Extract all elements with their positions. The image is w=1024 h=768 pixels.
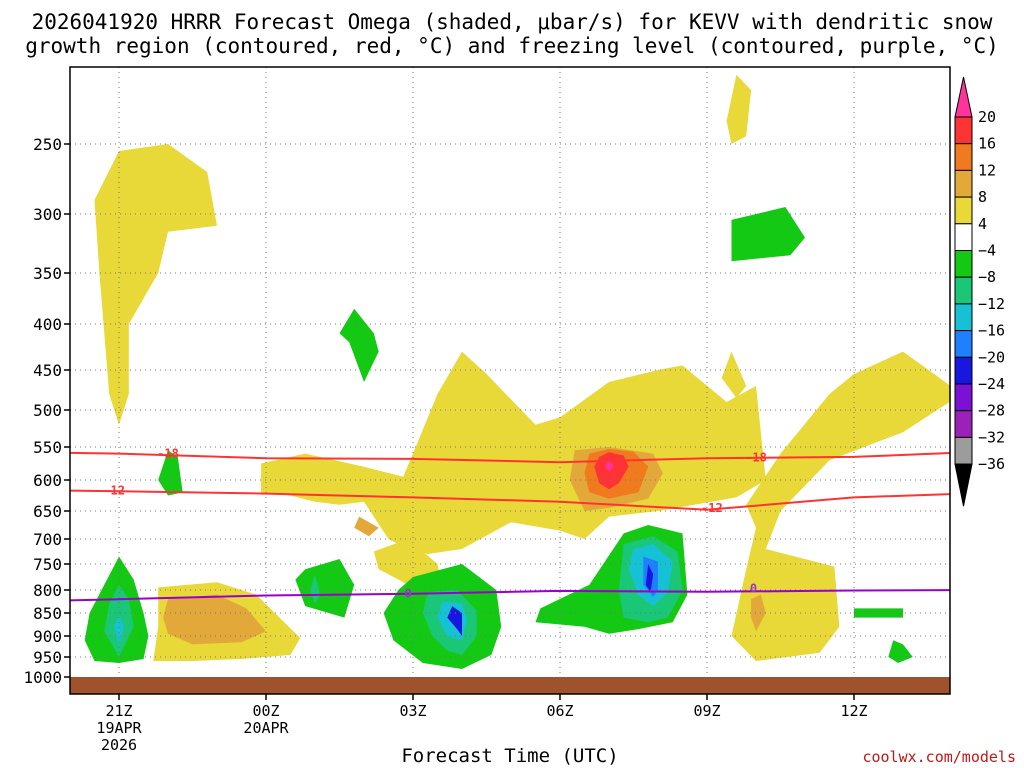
contour-label-minus12-right: -12 — [701, 501, 723, 515]
colorbar-label-11: −28 — [978, 402, 1005, 420]
omega-region-5 — [721, 351, 747, 398]
x-tick-label-21Z-1: 21Z — [105, 702, 132, 720]
x-tick-label-06Z-1: 06Z — [546, 702, 573, 720]
omega-region-28 — [645, 564, 654, 593]
x-axis-label: Forecast Time (UTC) — [401, 745, 618, 767]
y-tick-label-300: 300 — [33, 205, 62, 224]
omega-region-3 — [261, 351, 766, 554]
omega-region-13 — [163, 594, 266, 645]
colorbar-segment-2 — [954, 143, 973, 171]
colorbar-label-3: 8 — [978, 188, 987, 206]
colorbar-segment-8 — [954, 303, 973, 332]
omega-region-6 — [731, 351, 950, 661]
contour-label-minus12-left: -12 — [103, 484, 125, 498]
colorbar-label-6: −8 — [978, 268, 996, 286]
omega-region-23 — [447, 606, 462, 636]
contour-label-minus18-right: -18 — [745, 451, 767, 465]
dendritic-top-contour — [70, 451, 950, 464]
y-tick-label-550: 550 — [33, 438, 62, 457]
colorbar-segment-10 — [954, 356, 973, 385]
colorbar-segment-7 — [954, 276, 973, 305]
colorbar-label-2: 12 — [978, 161, 996, 179]
omega-region-2 — [339, 308, 379, 382]
x-tick-label-21Z-2: 19APR — [96, 719, 142, 737]
credit-text: coolwx.com/models — [862, 748, 1016, 766]
omega-region-17 — [295, 559, 355, 618]
colorbar-label-7: −12 — [978, 295, 1005, 313]
colorbar-label-12: −32 — [978, 428, 1005, 446]
x-tick-label-03Z-1: 03Z — [399, 702, 426, 720]
omega-region-10 — [854, 608, 903, 618]
x-tick-label-12Z-1: 12Z — [840, 702, 867, 720]
ground-surface — [70, 677, 950, 694]
contour-label-freezing-left: 0 — [404, 587, 411, 601]
colorbar-segment-13 — [954, 436, 973, 465]
colorbar-segment-5 — [954, 223, 973, 252]
colorbar-label-4: 4 — [978, 215, 987, 233]
x-tick-label-00Z-2: 20APR — [243, 719, 289, 737]
omega-region-32 — [605, 460, 614, 473]
colorbar-bottom-arrow — [954, 463, 973, 507]
y-tick-label-950: 950 — [33, 648, 62, 667]
omega-region-7 — [751, 594, 766, 632]
colorbar-segment-9 — [954, 330, 973, 358]
y-tick-label-900: 900 — [33, 627, 62, 646]
chart-title-line-1: 2026041920 HRRR Forecast Omega (shaded, … — [32, 10, 993, 34]
y-tick-label-350: 350 — [33, 264, 62, 283]
colorbar-segment-11 — [954, 383, 973, 412]
dendritic-bottom-contour — [70, 489, 950, 511]
y-tick-label-800: 800 — [33, 581, 62, 600]
colorbar-segment-1 — [954, 116, 973, 145]
colorbar-label-8: −16 — [978, 322, 1005, 340]
y-tick-label-700: 700 — [33, 530, 62, 549]
y-tick-label-750: 750 — [33, 555, 62, 574]
contour-label-minus18-left: -18 — [157, 447, 179, 461]
colorbar-label-0: 20 — [978, 108, 996, 126]
colorbar-top-arrow — [954, 76, 973, 118]
y-axis: 250 300 350 400 450 500 550 600 650 700 750 800 850 9… — [23, 135, 70, 687]
colorbar-label-5: −4 — [978, 242, 996, 260]
colorbar-segment-3 — [954, 169, 973, 198]
colorbar-segment-12 — [954, 410, 973, 438]
omega-region-1 — [158, 450, 183, 496]
x-tick-label-09Z-1: 09Z — [693, 702, 720, 720]
plot-frame — [69, 66, 951, 695]
colorbar-label-9: −20 — [978, 348, 1005, 366]
y-tick-label-600: 600 — [33, 471, 62, 490]
temperature-contours: -18 -18 -12 -12 0 0 — [70, 447, 950, 602]
colorbar-segment-4 — [954, 196, 973, 225]
x-tick-label-21Z-3: 2026 — [101, 736, 137, 754]
omega-region-8 — [726, 74, 752, 144]
chart-title-line-2: growth region (contoured, red, °C) and f… — [25, 34, 999, 58]
omega-region-18 — [310, 574, 320, 604]
freezing-level-contour — [70, 589, 950, 602]
y-tick-label-400: 400 — [33, 315, 62, 334]
omega-region-16 — [114, 615, 124, 647]
contour-label-freezing-right: 0 — [750, 581, 757, 595]
omega-region-11 — [888, 640, 913, 663]
y-tick-label-850: 850 — [33, 604, 62, 623]
y-tick-label-1000: 1000 — [23, 668, 62, 687]
x-tick-label-00Z-1: 00Z — [252, 702, 279, 720]
y-tick-label-450: 450 — [33, 361, 62, 380]
plot-area: -18 -18 -12 -12 0 0 — [69, 66, 951, 695]
colorbar-label-13: −36 — [978, 455, 1005, 473]
colorbar-label-1: 16 — [978, 135, 996, 153]
omega-region-9 — [731, 207, 805, 262]
colorbar-label-10: −24 — [978, 375, 1005, 393]
grid-lines — [70, 67, 950, 677]
y-tick-label-500: 500 — [33, 401, 62, 420]
omega-region-4 — [354, 516, 379, 537]
colorbar: 20 16 12 8 4 −4 −8 −12 −16 −20 −24 −28 −32 −36 — [954, 76, 1005, 507]
y-tick-label-650: 650 — [33, 502, 62, 521]
colorbar-segment-6 — [954, 250, 973, 278]
y-tick-label-250: 250 — [33, 135, 62, 154]
